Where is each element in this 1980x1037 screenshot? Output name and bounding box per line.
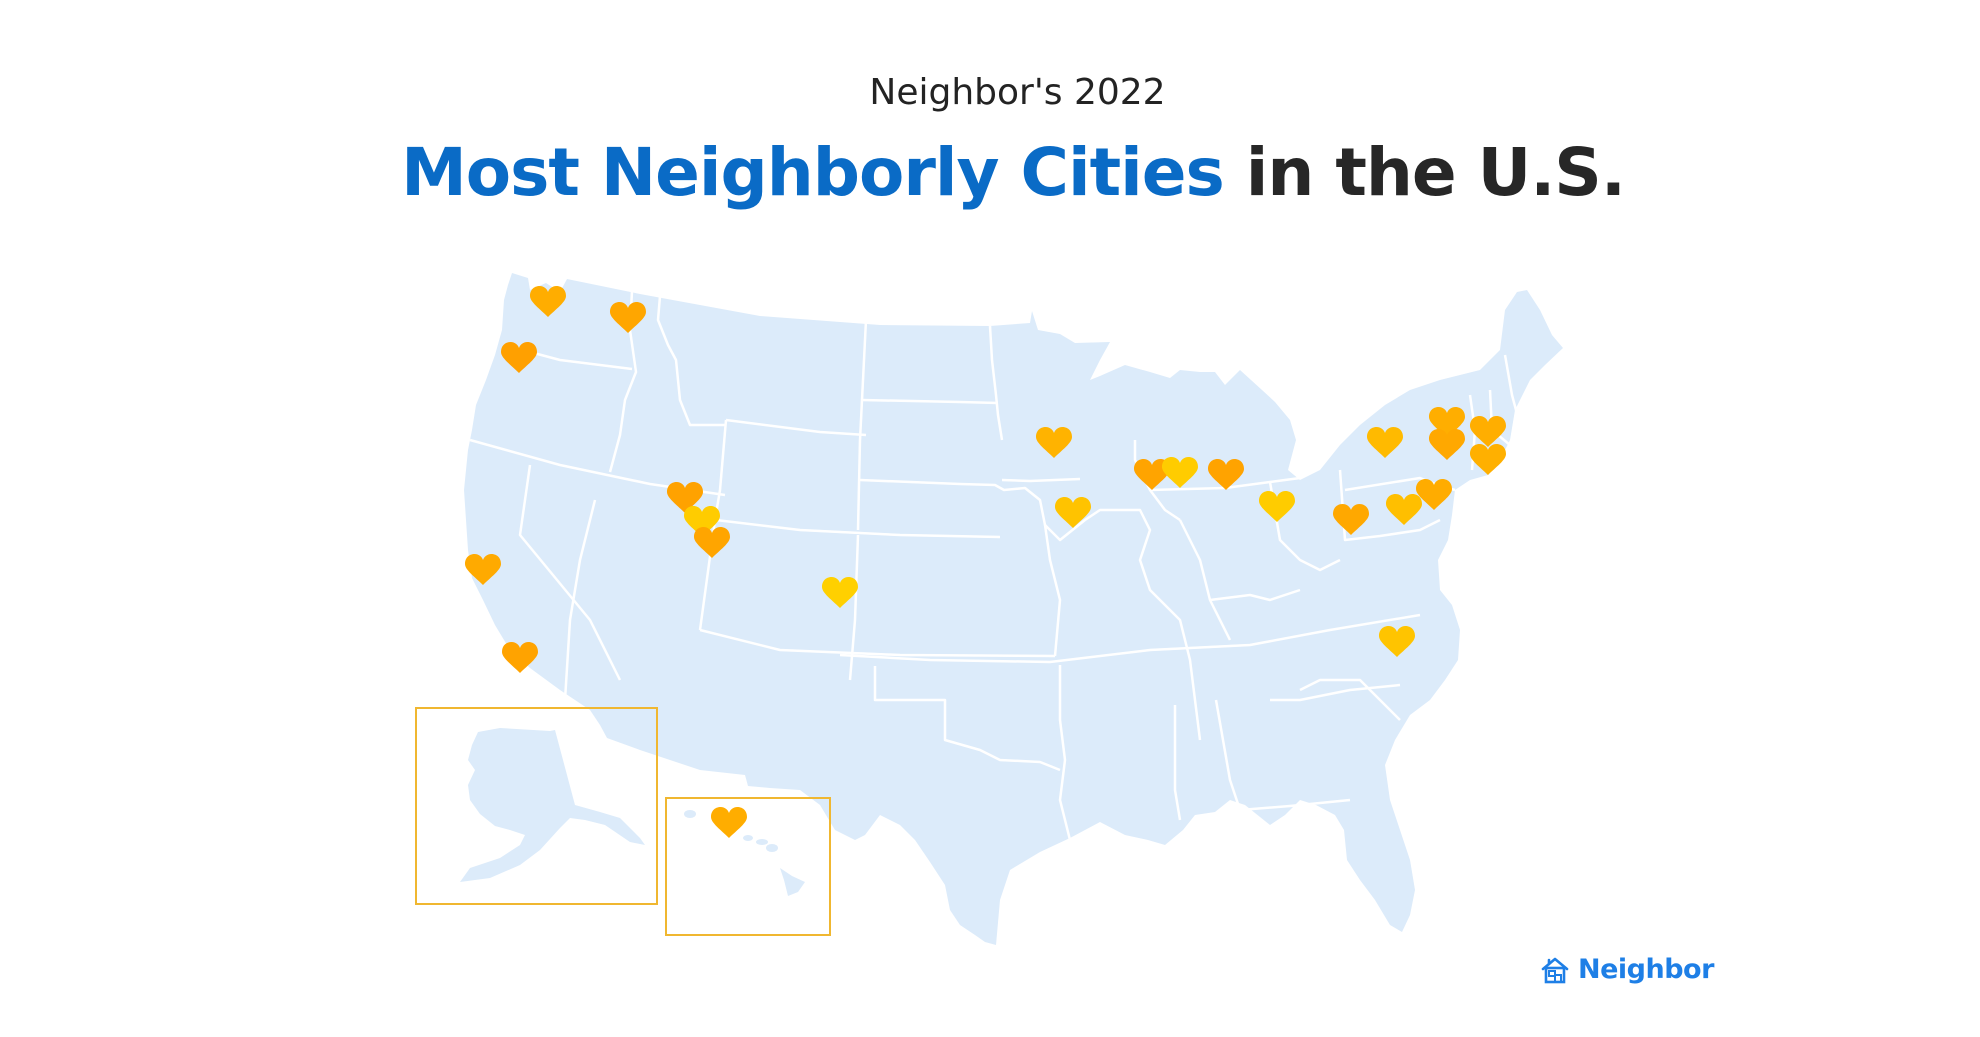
page-title: Most Neighborly Cities in the U.S. — [0, 134, 1980, 211]
heart-icon — [822, 577, 858, 608]
heart-icon — [610, 302, 646, 333]
heart-icon — [1367, 427, 1403, 458]
title-rest: in the U.S. — [1223, 134, 1626, 211]
land-hawaii — [684, 810, 805, 896]
heart-icon — [1055, 497, 1091, 528]
logo-text: Neighbor — [1578, 954, 1714, 985]
heart-icon — [711, 807, 747, 838]
heart-icon — [530, 286, 566, 317]
house-icon — [1541, 957, 1569, 983]
heart-icon — [667, 482, 703, 513]
heart-icon — [1429, 407, 1465, 438]
city-markers — [465, 286, 1506, 838]
title-highlight: Most Neighborly Cities — [401, 134, 1225, 211]
heart-icon — [684, 506, 720, 537]
heart-icon — [465, 554, 501, 585]
neighbor-logo[interactable]: Neighbor — [1540, 954, 1714, 985]
subtitle: Neighbor's 2022 — [869, 72, 1166, 113]
land-alaska — [460, 728, 645, 882]
heart-icon — [694, 527, 730, 558]
heart-icon — [1134, 459, 1170, 490]
heart-icon — [1416, 479, 1452, 510]
hawaii-inset-box — [665, 797, 831, 936]
heart-icon — [1386, 494, 1422, 525]
heart-icon — [1162, 457, 1198, 488]
heart-icon — [1470, 444, 1506, 475]
land-contiguous-us — [464, 273, 1563, 945]
heart-icon — [1208, 459, 1244, 490]
alaska-inset-box — [415, 707, 658, 905]
heart-icon — [1379, 626, 1415, 657]
heart-icon — [1259, 491, 1295, 522]
heart-icon — [1333, 504, 1369, 535]
heart-icon — [1429, 429, 1465, 460]
heart-icon — [1036, 427, 1072, 458]
heart-icon — [502, 642, 538, 673]
heart-icon — [1470, 416, 1506, 447]
heart-icon — [501, 342, 537, 373]
